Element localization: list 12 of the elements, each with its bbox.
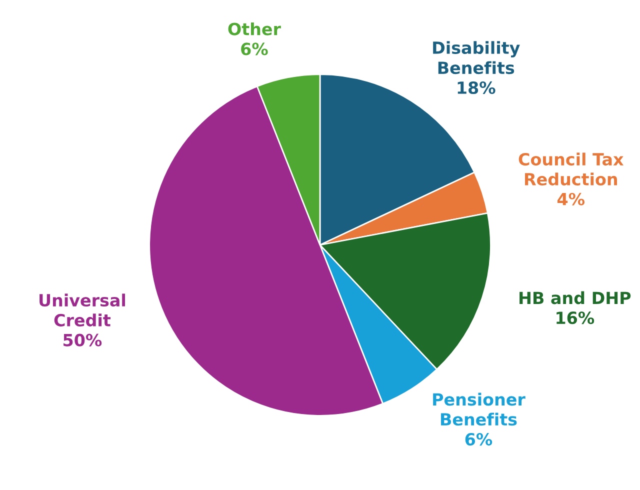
data-label: 50% <box>64 334 102 346</box>
data-label: 6% <box>465 432 492 446</box>
slice-label: Disability Benefits <box>433 41 520 74</box>
data-label: 18% <box>458 81 496 94</box>
slice-label: HB and DHP <box>520 291 631 304</box>
data-label: 6% <box>241 42 268 56</box>
slice-label: Council Tax Reduction <box>518 152 624 186</box>
slice-label: Other <box>228 22 281 36</box>
data-label: 16% <box>556 312 594 324</box>
data-label: 4% <box>557 192 585 206</box>
slice-label: Universal Credit <box>40 294 126 326</box>
slice-label: Pensioner Benefits <box>433 392 526 426</box>
